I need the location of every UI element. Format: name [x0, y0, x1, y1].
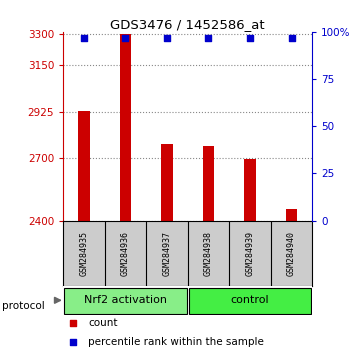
Text: GSM284940: GSM284940 [287, 230, 296, 276]
Point [70, 320, 76, 326]
Text: GSM284937: GSM284937 [162, 230, 171, 276]
Point [247, 35, 253, 40]
Bar [203, 146, 214, 221]
Bar [119, 34, 131, 221]
Point [164, 35, 170, 40]
Point [70, 339, 76, 344]
Bar [78, 111, 90, 221]
Text: GSM284938: GSM284938 [204, 230, 213, 276]
Point [288, 35, 294, 40]
Point [205, 35, 211, 40]
Title: GDS3476 / 1452586_at: GDS3476 / 1452586_at [110, 18, 265, 31]
Text: control: control [231, 295, 269, 305]
Point [122, 35, 129, 40]
Text: protocol: protocol [2, 301, 44, 311]
Bar [188, 287, 312, 314]
Text: GSM284939: GSM284939 [245, 230, 255, 276]
Bar [286, 209, 297, 221]
Bar [64, 287, 187, 314]
Text: GSM284936: GSM284936 [121, 230, 130, 276]
Bar [244, 159, 256, 221]
Text: Nrf2 activation: Nrf2 activation [84, 295, 167, 305]
Text: count: count [88, 318, 118, 328]
Bar [161, 144, 173, 221]
Point [81, 35, 87, 40]
Text: GSM284935: GSM284935 [79, 230, 88, 276]
Text: percentile rank within the sample: percentile rank within the sample [88, 337, 264, 347]
